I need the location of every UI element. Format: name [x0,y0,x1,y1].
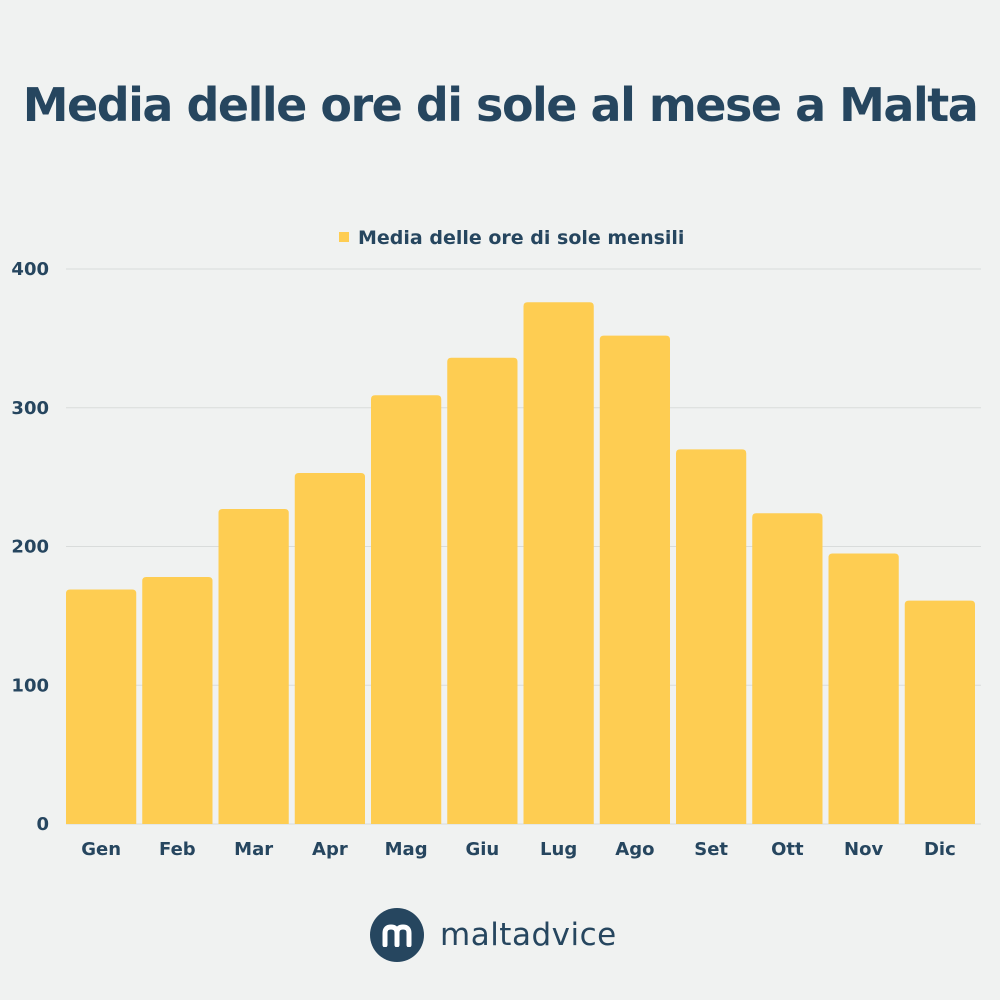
x-axis-ticks: Gen Feb Mar Apr Mag Giu Lug Ago Set Ott Nov Dic [81,839,956,860]
x-tick-label: Ago [615,839,654,860]
y-tick-label: 300 [11,398,49,419]
brand-name: maltadvice [440,917,617,953]
brand: maltadvice [370,908,617,962]
y-tick-label: 0 [36,814,49,835]
bar-set [676,449,747,824]
legend: Media delle ore di sole mensili [339,227,684,249]
y-tick-label: 200 [11,537,49,558]
bar-nov [828,553,899,824]
x-tick-label: Giu [465,839,499,860]
x-tick-label: Dic [924,839,956,860]
bar-giu [447,357,518,824]
legend-swatch [339,232,349,242]
x-tick-label: Ott [771,839,804,860]
bar-feb [142,577,213,824]
bar-dic [904,600,975,824]
bars [66,302,975,824]
bar-ago [599,335,670,824]
x-tick-label: Nov [844,839,883,860]
maltadvice-logo-icon [370,908,424,962]
x-tick-label: Mar [234,839,273,860]
bar-lug [523,302,594,824]
x-tick-label: Gen [81,839,121,860]
x-tick-label: Apr [312,839,348,860]
x-tick-label: Feb [159,839,196,860]
bar-gen [66,589,137,824]
legend-label: Media delle ore di sole mensili [358,227,684,249]
chart-title: Media delle ore di sole al mese a Malta [22,78,979,132]
y-axis-ticks: 0 100 200 300 400 [11,259,49,835]
bar-mag [371,395,442,824]
y-tick-label: 100 [11,675,49,696]
x-tick-label: Lug [540,839,577,860]
x-tick-label: Mag [385,839,428,860]
bar-ott [752,513,823,824]
y-tick-label: 400 [11,259,49,280]
bar-mar [218,509,289,824]
x-tick-label: Set [694,839,728,860]
bar-apr [294,472,365,824]
